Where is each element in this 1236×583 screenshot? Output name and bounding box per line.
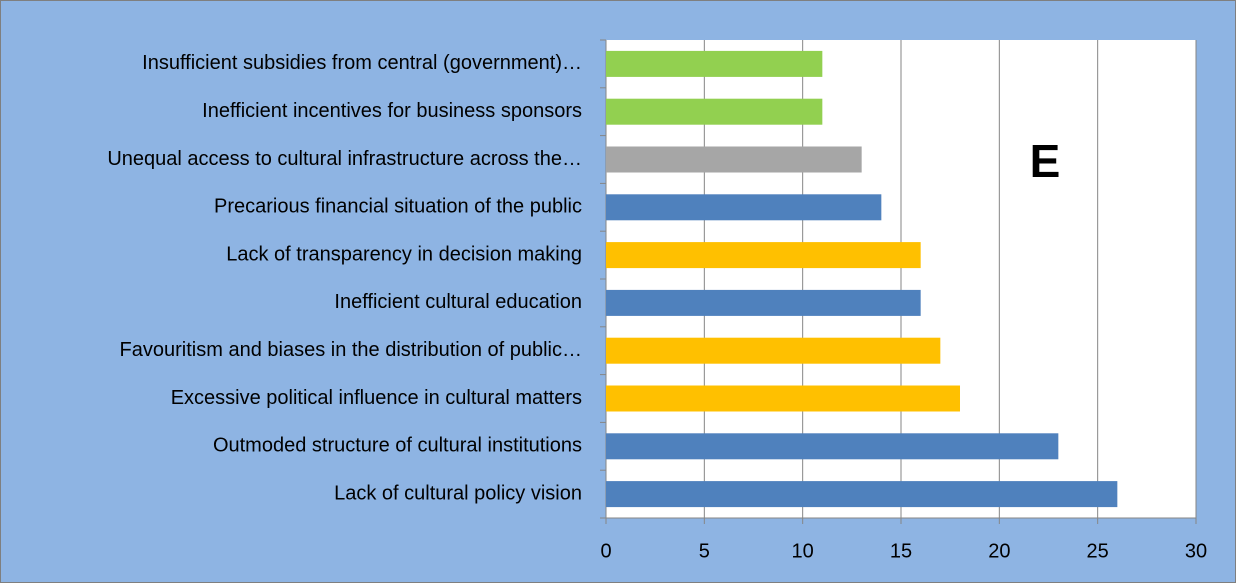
y-tick-label: Outmoded structure of cultural instituti…	[213, 435, 582, 457]
y-tick-label: Favouritism and biases in the distributi…	[120, 339, 582, 361]
bar	[606, 385, 960, 412]
y-tick-label: Inefficient incentives for business spon…	[202, 100, 582, 122]
y-tick-label: Lack of transparency in decision making	[226, 243, 582, 265]
y-tick-label: Precarious financial situation of the pu…	[214, 196, 582, 218]
annotation: E	[1030, 135, 1061, 187]
bar	[606, 242, 921, 269]
x-tick-label: 25	[1087, 540, 1109, 562]
x-tick-label: 20	[988, 540, 1010, 562]
x-tick-label: 0	[600, 540, 611, 562]
x-tick-label: 10	[792, 540, 814, 562]
y-tick-label: Lack of cultural policy vision	[334, 482, 582, 504]
bar	[606, 194, 882, 221]
x-tick-label: 5	[699, 540, 710, 562]
y-tick-label: Unequal access to cultural infrastructur…	[107, 148, 582, 170]
bar	[606, 337, 941, 364]
y-tick-label: Inefficient cultural education	[334, 291, 582, 313]
y-tick-label: Insufficient subsidies from central (gov…	[142, 52, 582, 74]
bar	[606, 433, 1059, 460]
bar	[606, 289, 921, 316]
x-tick-label: 15	[890, 540, 912, 562]
bar	[606, 481, 1118, 508]
x-tick-label: 30	[1185, 540, 1207, 562]
bar	[606, 98, 823, 125]
bar	[606, 146, 862, 173]
bar	[606, 50, 823, 77]
y-tick-label: Excessive political influence in cultura…	[171, 387, 582, 409]
